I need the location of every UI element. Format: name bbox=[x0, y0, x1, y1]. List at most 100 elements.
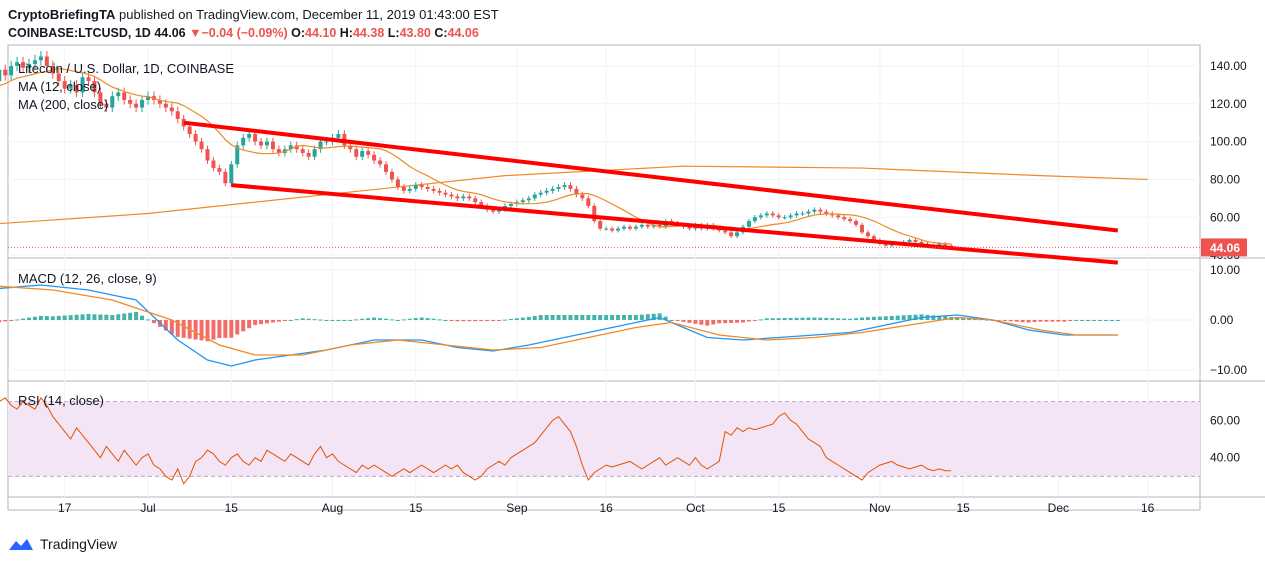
macd-histogram-bar bbox=[211, 320, 216, 340]
macd-histogram-bar bbox=[44, 316, 49, 320]
macd-histogram-bar bbox=[312, 319, 317, 321]
candle-body bbox=[580, 194, 585, 199]
candle-body bbox=[62, 81, 67, 89]
candle-body bbox=[848, 219, 853, 222]
macd-histogram-bar bbox=[229, 320, 234, 338]
macd-histogram-bar bbox=[270, 320, 275, 323]
macd-histogram-bar bbox=[818, 317, 823, 320]
macd-histogram-bar bbox=[116, 314, 121, 320]
macd-histogram-bar bbox=[407, 318, 412, 320]
macd-histogram-bar bbox=[265, 320, 269, 324]
candle-body bbox=[550, 188, 555, 191]
macd-histogram-bar bbox=[645, 314, 650, 320]
candle-body bbox=[384, 164, 388, 172]
macd-histogram-bar bbox=[996, 320, 1001, 321]
macd-histogram-bar bbox=[550, 315, 555, 320]
trendline[interactable] bbox=[183, 120, 1119, 233]
macd-histogram-bar bbox=[122, 313, 127, 320]
rsi-pane-title: RSI (14, close) bbox=[18, 393, 104, 408]
candle-body bbox=[205, 149, 210, 161]
candle-body bbox=[15, 62, 20, 66]
candle-body bbox=[288, 145, 293, 150]
macd-histogram-bar bbox=[193, 320, 198, 340]
candle-body bbox=[586, 198, 591, 206]
macd-histogram-bar bbox=[348, 320, 353, 321]
macd-tick-label: 10.00 bbox=[1210, 263, 1240, 277]
candle-body bbox=[538, 192, 543, 195]
macd-histogram-bar bbox=[56, 315, 61, 320]
candle-body bbox=[312, 149, 317, 157]
candle-body bbox=[431, 188, 436, 191]
macd-histogram-bar bbox=[675, 320, 680, 321]
candle-body bbox=[520, 200, 525, 203]
candle-body bbox=[919, 241, 924, 244]
macd-histogram-bar bbox=[883, 316, 888, 320]
candle-body bbox=[122, 92, 127, 100]
macd-histogram-bar bbox=[717, 320, 722, 324]
candle-body bbox=[32, 60, 37, 65]
close-label: C: bbox=[434, 26, 448, 40]
macd-histogram-bar bbox=[562, 315, 567, 320]
symbol: COINBASE:LTCUSD, 1D bbox=[8, 26, 151, 40]
candle-body bbox=[574, 188, 579, 195]
candle-body bbox=[818, 209, 823, 212]
last-price-tag bbox=[1201, 238, 1247, 257]
macd-histogram-bar bbox=[907, 315, 912, 320]
macd-histogram-bar bbox=[604, 315, 609, 320]
candle-body bbox=[883, 243, 888, 246]
macd-histogram-bar bbox=[443, 320, 448, 321]
macd-histogram-bar bbox=[633, 315, 638, 320]
candle-body bbox=[0, 69, 2, 82]
trendline[interactable] bbox=[231, 183, 1119, 265]
price-tick-label: 120.00 bbox=[1210, 97, 1247, 111]
macd-histogram-bar bbox=[1020, 320, 1025, 323]
macd-histogram-bar bbox=[1098, 320, 1102, 321]
candle-body bbox=[425, 187, 430, 189]
macd-histogram-bar bbox=[330, 320, 335, 321]
candle-body bbox=[360, 151, 365, 157]
macd-histogram-bar bbox=[1044, 320, 1049, 322]
macd-histogram-bar bbox=[967, 318, 972, 320]
ma12-line bbox=[0, 67, 952, 245]
macd-histogram-bar bbox=[1068, 320, 1073, 321]
candle-body bbox=[633, 226, 638, 229]
rsi-band bbox=[8, 401, 1200, 477]
macd-histogram-bar bbox=[800, 317, 805, 320]
macd-histogram-bar bbox=[80, 314, 85, 320]
candle-body bbox=[324, 141, 329, 143]
macd-histogram-bar bbox=[860, 317, 864, 320]
x-tick-label: Dec bbox=[1048, 501, 1069, 515]
macd-histogram-bar bbox=[836, 318, 841, 320]
macd-histogram-bar bbox=[871, 316, 876, 320]
candle-body bbox=[389, 171, 394, 180]
macd-histogram-bar bbox=[955, 317, 960, 320]
candle-body bbox=[27, 64, 31, 68]
candle-body bbox=[247, 134, 252, 138]
macd-histogram-bar bbox=[419, 317, 424, 320]
candle-body bbox=[68, 84, 73, 89]
macd-histogram-bar bbox=[693, 320, 698, 324]
candle-body bbox=[491, 209, 496, 212]
candle-body bbox=[836, 215, 841, 218]
candle-body bbox=[592, 205, 597, 222]
candle-body bbox=[104, 103, 109, 108]
macd-histogram-bar bbox=[508, 318, 513, 320]
macd-histogram-bar bbox=[1109, 320, 1114, 321]
macd-histogram-bar bbox=[574, 315, 579, 320]
candle-body bbox=[128, 99, 133, 104]
macd-histogram-bar bbox=[877, 316, 882, 320]
candle-body bbox=[544, 190, 549, 193]
candle-body bbox=[276, 149, 281, 153]
open-value: 44.10 bbox=[305, 26, 337, 40]
macd-histogram-bar bbox=[282, 320, 287, 321]
candle-body bbox=[80, 77, 85, 93]
x-tick-label: Aug bbox=[322, 501, 343, 515]
ma12-legend: MA (12, close) bbox=[18, 79, 101, 94]
macd-histogram-bar bbox=[259, 320, 264, 325]
macd-histogram-bar bbox=[318, 319, 323, 321]
candle-body bbox=[651, 224, 656, 227]
candle-body bbox=[98, 92, 103, 104]
candle-body bbox=[729, 232, 734, 237]
x-tick-label: 17 bbox=[58, 501, 72, 515]
